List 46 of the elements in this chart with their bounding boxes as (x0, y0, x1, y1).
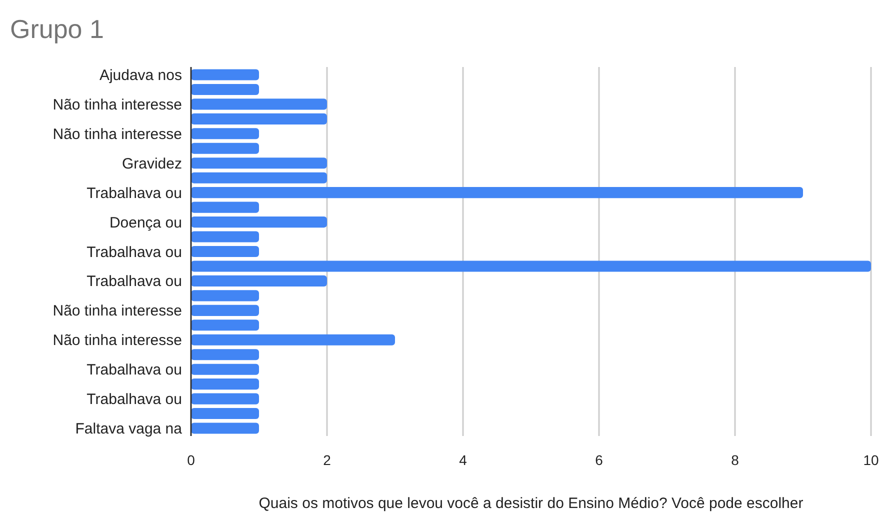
y-tick-label: Trabalhava ou (86, 362, 182, 379)
y-tick-label: Doença ou (109, 214, 182, 232)
y-tick-label: Não tinha interesse (52, 332, 182, 350)
y-tick-label: Trabalhava ou (86, 244, 182, 261)
x-tick-label: 6 (595, 452, 604, 468)
bar (191, 84, 259, 95)
bar (191, 378, 259, 390)
bar (191, 158, 327, 169)
y-tick-label: Faltava vaga na (75, 420, 183, 438)
x-axis-title: Quais os motivos que levou você a desistir do Ensino Médio? Você pode escolher (258, 495, 804, 512)
bar (191, 128, 259, 140)
bar (191, 349, 259, 360)
chart-title: Grupo 1 (10, 14, 104, 44)
x-tick-label: 8 (731, 452, 740, 468)
y-tick-label: Não tinha interesse (52, 96, 182, 114)
bar (191, 187, 803, 198)
y-tick-label: Trabalhava ou (86, 184, 182, 202)
bar (191, 334, 395, 346)
bar (191, 304, 259, 316)
bar (191, 408, 259, 420)
bar (191, 98, 327, 110)
y-tick-label: Não tinha interesse (52, 126, 182, 143)
bar (191, 320, 259, 331)
y-tick-label: Trabalhava ou (86, 391, 182, 408)
x-tick-label: 2 (323, 452, 332, 468)
x-tick-label: 4 (459, 452, 468, 468)
bar (191, 202, 259, 213)
bar (191, 260, 871, 272)
bar (191, 290, 259, 302)
y-tick-label: Gravidez (122, 155, 182, 172)
bar (191, 69, 259, 80)
y-tick-label: Ajudava nos (99, 66, 182, 84)
bar (191, 275, 327, 286)
x-tick-label: 10 (863, 452, 879, 468)
bar (191, 231, 259, 242)
bar (191, 216, 327, 228)
y-tick-label: Trabalhava ou (86, 273, 182, 290)
bar (191, 113, 327, 124)
bar (191, 142, 259, 154)
bar (191, 393, 259, 404)
bar (191, 246, 259, 258)
bar (191, 364, 259, 375)
y-tick-label: Não tinha interesse (52, 302, 182, 320)
x-tick-label: 0 (187, 452, 196, 468)
bar (191, 422, 259, 434)
bar (191, 172, 327, 184)
